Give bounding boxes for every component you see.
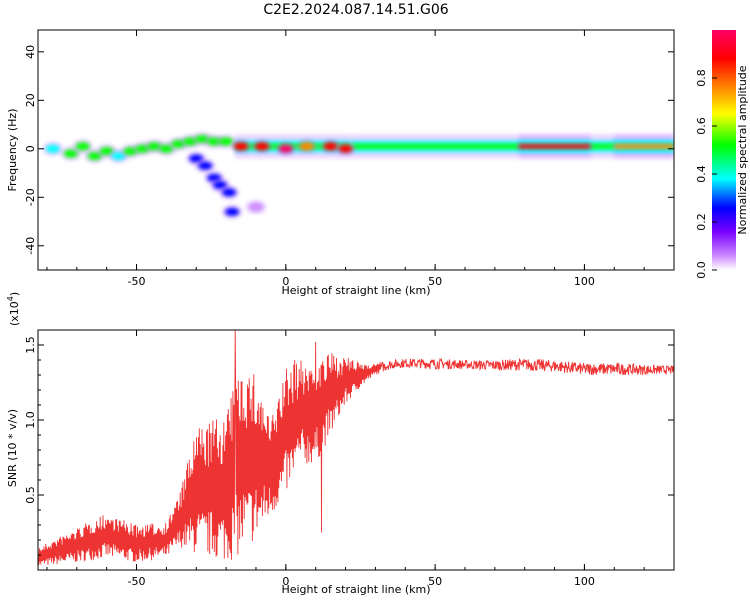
colorbar-tick-label: 0.4 bbox=[695, 165, 708, 183]
xtick-label: -50 bbox=[128, 275, 146, 288]
heatmap-blob bbox=[225, 207, 240, 216]
heatmap-blob bbox=[219, 137, 234, 146]
ytick-label: -40 bbox=[24, 237, 37, 255]
heatmap-blob bbox=[278, 144, 293, 153]
ytick-label: 1.0 bbox=[24, 411, 37, 429]
spectrogram-panel: -50 0 50 100 40 20 0 -20 -40 Height of straight … bbox=[6, 29, 675, 297]
colorbar-tick-label: 0.6 bbox=[695, 117, 708, 135]
heatmap-blob bbox=[63, 149, 78, 158]
snr-panel: -50 0 50 100 0.5 1.0 1.5 Height of straight li… bbox=[6, 292, 675, 596]
colorbar-tick-label: 0.2 bbox=[695, 213, 708, 231]
heatmap-blob bbox=[222, 188, 237, 197]
spectrogram-ylabel: Frequency (Hz) bbox=[6, 109, 19, 192]
colorbar-label: Normalized spectral amplitude bbox=[736, 65, 749, 234]
band-core bbox=[351, 143, 674, 149]
ytick-label: 20 bbox=[24, 93, 37, 107]
heatmap-blob bbox=[338, 144, 353, 153]
heatmap-blob bbox=[234, 142, 249, 151]
heatmap-blob bbox=[75, 142, 90, 151]
xtick-label: 100 bbox=[574, 275, 595, 288]
ytick-label: 1.5 bbox=[24, 336, 37, 354]
snr-scale-end: ) bbox=[8, 292, 21, 296]
heatmap-blob bbox=[323, 142, 338, 151]
ytick-label: 0.5 bbox=[24, 486, 37, 504]
xtick-label: -50 bbox=[128, 575, 146, 588]
snr-xlabel: Height of straight line (km) bbox=[281, 583, 430, 596]
snr-series-line bbox=[38, 330, 674, 568]
xtick-label: 50 bbox=[428, 275, 442, 288]
spectrogram-xlabel: Height of straight line (km) bbox=[281, 284, 430, 297]
ytick-label: -20 bbox=[24, 188, 37, 206]
snr-scale-exp: 4 bbox=[6, 296, 15, 301]
snr-ylabel: SNR (10 * v/v) bbox=[6, 409, 19, 487]
colorbar-tick-label: 0.8 bbox=[695, 69, 708, 87]
ytick-label: 40 bbox=[24, 45, 37, 59]
colorbar-gradient bbox=[712, 30, 736, 270]
spectrogram-frame bbox=[37, 29, 675, 271]
band-core bbox=[614, 143, 674, 149]
heatmap-blob bbox=[198, 161, 213, 170]
band-core bbox=[518, 143, 591, 149]
heatmap-blob bbox=[299, 142, 314, 151]
snr-scale-label: (x104) bbox=[6, 292, 21, 326]
heatmap-blob bbox=[45, 144, 60, 153]
ytick-label: 0 bbox=[24, 145, 37, 152]
xtick-label: 100 bbox=[574, 575, 595, 588]
colorbar-tick-label: 0.0 bbox=[695, 261, 708, 279]
snr-scale-base: (x10 bbox=[8, 301, 21, 326]
xtick-label: 0 bbox=[282, 575, 289, 588]
xtick-label: 0 bbox=[282, 275, 289, 288]
heatmap-blob bbox=[254, 142, 269, 151]
xtick-label: 50 bbox=[428, 575, 442, 588]
colorbar: 0.0 0.2 0.4 0.6 0.8 Normalized spectral ampl… bbox=[695, 30, 749, 279]
heatmap-blob bbox=[248, 202, 263, 211]
figure-title: C2E2.2024.087.14.51.G06 bbox=[263, 2, 448, 18]
